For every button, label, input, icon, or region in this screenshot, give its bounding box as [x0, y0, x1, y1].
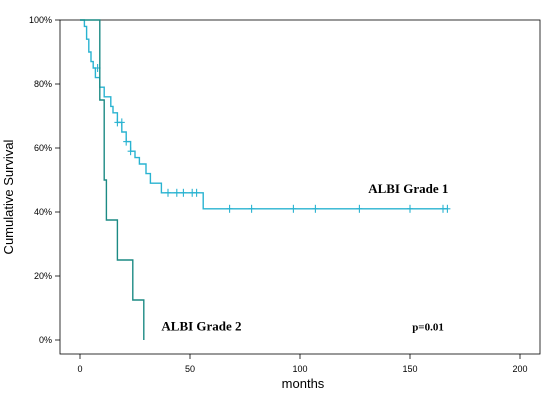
series-label-annotation: ALBI Grade 2: [161, 318, 241, 333]
y-axis-title: Cumulative Survival: [1, 139, 16, 254]
p-value-annotation: p=0.01: [412, 321, 444, 333]
series-albi-grade-1-line: [80, 19, 448, 210]
ticks-layer: 0 50 100 150 200 0% 20% 40% 60% 80% 100%: [29, 15, 528, 374]
x-axis-title: months: [282, 376, 325, 391]
y-tick-label: 20%: [34, 271, 52, 281]
x-tick-label: 50: [185, 364, 195, 374]
y-tick-label: 60%: [34, 143, 52, 153]
x-tick-label: 200: [512, 364, 527, 374]
series-label-annotation: ALBI Grade 1: [368, 181, 448, 196]
x-tick-label: 100: [292, 364, 307, 374]
y-tick-label: 100%: [29, 15, 52, 25]
x-tick-label: 0: [77, 364, 82, 374]
series-albi-grade-2-line: [80, 19, 145, 340]
y-tick-label: 0%: [39, 335, 52, 345]
y-tick-label: 80%: [34, 79, 52, 89]
y-tick-label: 40%: [34, 207, 52, 217]
x-tick-label: 150: [402, 364, 417, 374]
axes-layer: [59, 19, 541, 355]
annotation-layer: ALBI Grade 1 ALBI Grade 2 p=0.01: [161, 181, 448, 334]
series-layer: [80, 19, 451, 340]
plot-frame: [59, 19, 541, 355]
